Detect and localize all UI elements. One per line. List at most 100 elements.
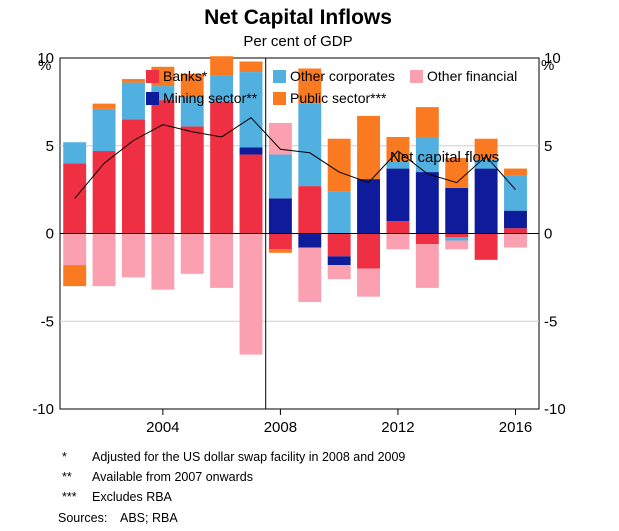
bar-other-financial: [504, 233, 527, 248]
bar-other-financial: [445, 240, 469, 250]
chart-subtitle: Per cent of GDP: [243, 33, 352, 50]
x-tick-label: 2004: [146, 419, 179, 436]
footnote-mark: **: [62, 470, 72, 484]
bar-other-corporates: [92, 108, 116, 152]
legend-label-banks: Banks*: [163, 68, 208, 84]
bar-mining-sector: [415, 172, 439, 234]
x-tick-label: 2012: [381, 419, 414, 436]
bar-other-financial: [151, 233, 175, 290]
bar-mining-sector: [357, 179, 381, 234]
bar-other-financial: [298, 247, 322, 302]
bar-other-corporates: [180, 96, 204, 127]
bar-public-sector: [298, 68, 322, 104]
bar-public-sector: [474, 138, 498, 160]
net-capital-flows-line: [74, 117, 516, 199]
bar-other-financial: [210, 233, 234, 288]
bar-other-financial: [63, 233, 87, 266]
sources-label: Sources:: [58, 511, 107, 525]
y-tick-label-left: 0: [46, 226, 54, 243]
sources-text: ABS; RBA: [120, 511, 178, 525]
bar-other-corporates: [415, 136, 439, 173]
bar-banks: [210, 101, 234, 234]
bar-public-sector: [122, 79, 145, 83]
y-axis-unit-left: %: [38, 57, 51, 74]
bar-banks: [445, 233, 469, 238]
bar-mining-sector: [239, 147, 263, 155]
chart-title: Net Capital Inflows: [204, 6, 392, 29]
y-axis-right: 10 5 0 -5 -10: [544, 50, 566, 418]
bar-mining-sector: [268, 198, 292, 234]
x-axis: 2004 2008 2012 2016: [146, 409, 532, 436]
bar-mining-sector: [445, 187, 469, 234]
net-capital-flows-annotation: Net capital flows: [390, 149, 499, 166]
footnote-text: Adjusted for the US dollar swap facility…: [92, 450, 405, 464]
bar-public-sector: [210, 56, 234, 76]
legend-swatch-mining-sector: [146, 92, 159, 105]
legend-swatch-public-sector: [273, 92, 286, 105]
y-tick-label-right: 10: [544, 50, 561, 67]
bar-public-sector: [504, 168, 527, 176]
bar-other-corporates: [63, 142, 87, 164]
bar-other-corporates: [445, 237, 469, 241]
bar-other-corporates: [298, 103, 322, 187]
bar-other-corporates: [504, 175, 527, 211]
bar-other-financial: [92, 233, 116, 287]
bar-public-sector: [268, 249, 292, 253]
bar-public-sector: [180, 73, 204, 97]
bar-mining-sector: [474, 168, 498, 234]
bar-public-sector: [415, 107, 439, 137]
bar-banks: [504, 228, 527, 234]
bar-other-corporates: [327, 191, 351, 234]
bar-public-sector: [63, 265, 87, 287]
legend-swatch-other-corporates: [273, 70, 286, 83]
legend-label-other-corporates: Other corporates: [290, 68, 395, 84]
y-tick-label-right: -5: [544, 313, 557, 330]
bar-other-corporates: [210, 75, 234, 102]
y-tick-label-left: -10: [32, 401, 54, 418]
bar-other-financial: [357, 268, 381, 297]
bar-other-corporates: [122, 82, 145, 120]
bar-banks: [415, 233, 439, 245]
legend-label-other-financial: Other financial: [427, 68, 517, 84]
bar-mining-sector: [386, 168, 410, 222]
bar-other-corporates: [239, 72, 263, 148]
y-tick-label-right: 0: [544, 226, 552, 243]
bar-other-financial: [415, 244, 439, 288]
bar-banks: [298, 186, 322, 234]
bar-banks: [474, 233, 498, 260]
legend-swatch-banks: [146, 70, 159, 83]
bar-other-financial: [268, 122, 292, 155]
bars: [63, 56, 527, 355]
x-tick-label: 2008: [264, 419, 297, 436]
bar-banks: [92, 151, 116, 234]
bar-other-financial: [327, 265, 351, 280]
legend-label-public-sector: Public sector***: [290, 90, 387, 106]
y-tick-label-left: 10: [37, 50, 54, 67]
bar-banks: [122, 119, 145, 234]
y-axis-unit-right: %: [541, 57, 554, 74]
legend-swatch-other-financial: [410, 70, 423, 83]
bar-public-sector: [357, 115, 381, 180]
bar-mining-sector: [504, 210, 527, 229]
y-axis-left: 10 5 0 -5 -10: [32, 50, 54, 418]
footnotes: * Adjusted for the US dollar swap facili…: [58, 450, 405, 525]
bar-banks: [151, 100, 175, 234]
bar-banks: [357, 233, 381, 269]
bar-banks: [327, 233, 351, 257]
y-tick-label-left: -5: [41, 313, 54, 330]
bar-public-sector: [239, 61, 263, 73]
bar-banks: [239, 154, 263, 234]
bar-other-financial: [122, 233, 145, 278]
net-capital-flows-polyline: [74, 117, 516, 199]
bar-other-corporates: [386, 161, 410, 169]
y-tick-label-right: -10: [544, 401, 566, 418]
bar-banks: [180, 126, 204, 234]
bar-banks: [386, 221, 410, 234]
bar-other-financial: [180, 233, 204, 274]
bar-other-corporates: [268, 154, 292, 199]
y-tick-label-right: 5: [544, 138, 552, 155]
bar-public-sector: [327, 138, 351, 192]
bar-mining-sector: [298, 233, 322, 248]
bar-other-financial: [386, 233, 410, 250]
